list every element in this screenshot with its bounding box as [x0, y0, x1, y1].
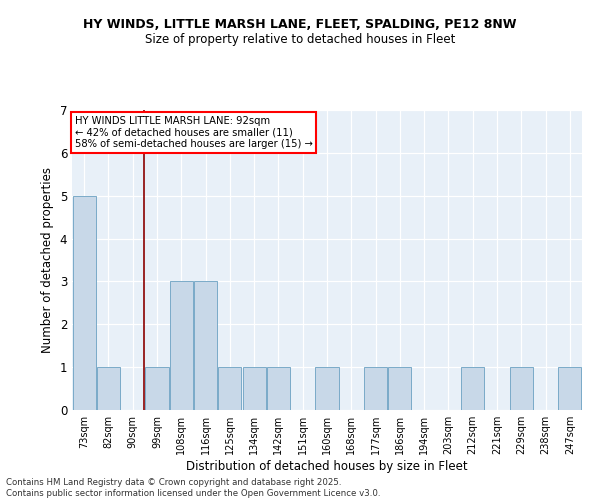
Bar [316, 367, 338, 410]
X-axis label: Distribution of detached houses by size in Fleet: Distribution of detached houses by size … [186, 460, 468, 473]
Bar [461, 367, 484, 410]
Text: Size of property relative to detached houses in Fleet: Size of property relative to detached ho… [145, 32, 455, 46]
Bar [267, 367, 290, 410]
Bar [510, 367, 533, 410]
Bar [242, 367, 266, 410]
Bar [73, 196, 95, 410]
Bar [218, 367, 241, 410]
Bar [170, 282, 193, 410]
Text: HY WINDS, LITTLE MARSH LANE, FLEET, SPALDING, PE12 8NW: HY WINDS, LITTLE MARSH LANE, FLEET, SPAL… [83, 18, 517, 30]
Bar [388, 367, 412, 410]
Bar [97, 367, 120, 410]
Text: HY WINDS LITTLE MARSH LANE: 92sqm
← 42% of detached houses are smaller (11)
58% : HY WINDS LITTLE MARSH LANE: 92sqm ← 42% … [74, 116, 313, 149]
Bar [145, 367, 169, 410]
Y-axis label: Number of detached properties: Number of detached properties [41, 167, 54, 353]
Bar [194, 282, 217, 410]
Bar [559, 367, 581, 410]
Bar [364, 367, 387, 410]
Text: Contains HM Land Registry data © Crown copyright and database right 2025.
Contai: Contains HM Land Registry data © Crown c… [6, 478, 380, 498]
